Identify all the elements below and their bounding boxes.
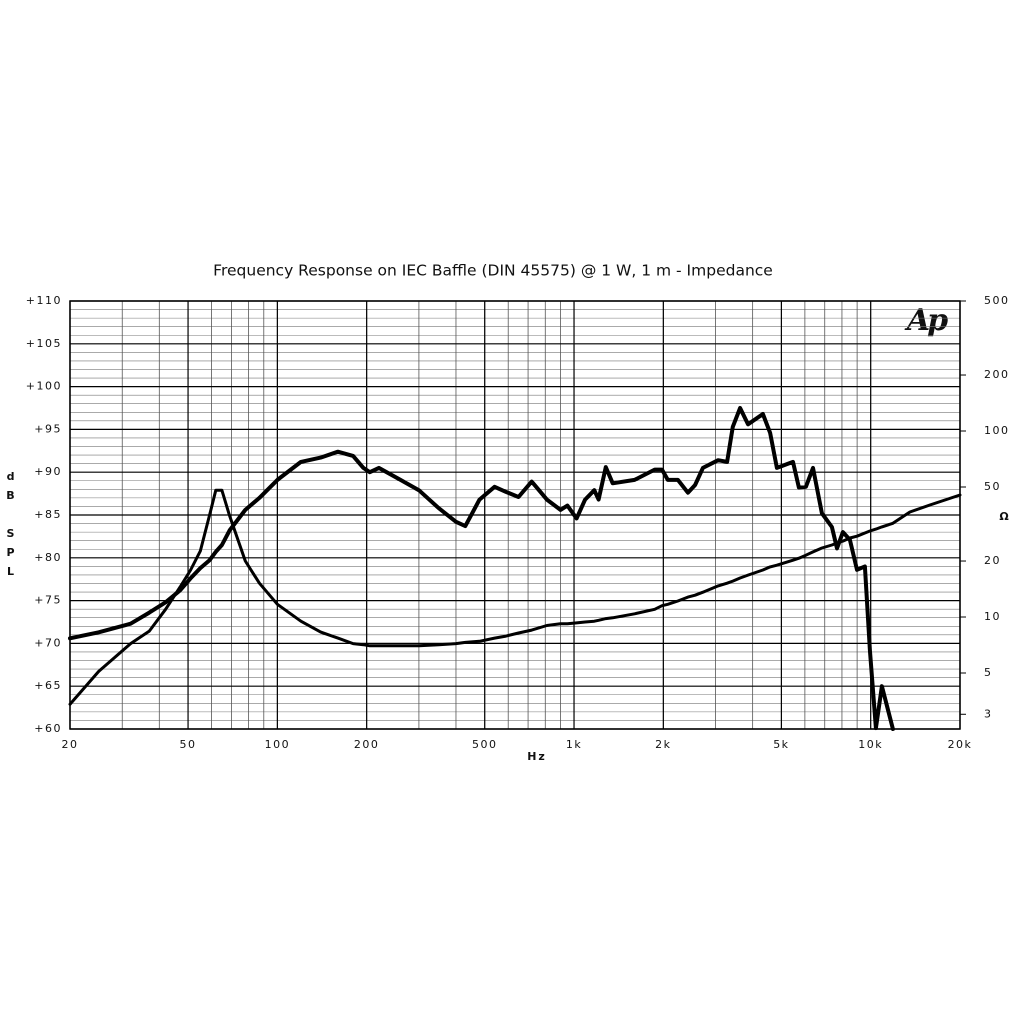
y2-tick-label: 20: [984, 554, 1001, 567]
y-tick-label: +75: [34, 594, 62, 607]
x-tick-label: 50: [180, 738, 197, 751]
y2-tick-label: 50: [984, 480, 1001, 493]
impedance-line: [68, 488, 962, 706]
y-tick-label: +65: [34, 679, 62, 692]
x-tick-label: 10k: [858, 738, 883, 751]
y-tick-label: +100: [26, 380, 62, 393]
y2-tick-label: 5: [984, 666, 993, 679]
y2-tick-label: 3: [984, 707, 993, 720]
y-axis-label: dB SPL: [4, 470, 17, 584]
y-tick-label: +105: [26, 337, 62, 350]
y2-tick-label: 10: [984, 610, 1001, 623]
logo: Ap: [904, 303, 948, 338]
y-tick-label: +95: [34, 422, 62, 435]
y2-tick-label: 200: [984, 368, 1010, 381]
chart-title: Frequency Response on IEC Baffle (DIN 45…: [213, 262, 773, 280]
x-tick-label: 200: [354, 738, 380, 751]
y-tick-label: +85: [34, 508, 62, 521]
x-tick-label: 20k: [948, 738, 973, 751]
y-tick-label: +90: [34, 465, 62, 478]
y-tick-label: +60: [34, 722, 62, 735]
x-tick-label: 2k: [655, 738, 671, 751]
y2-tick-label: 500: [984, 294, 1010, 307]
x-axis-label: Hz: [527, 750, 547, 763]
y-tick-label: +80: [34, 551, 62, 564]
x-tick-label: 500: [472, 738, 498, 751]
plot-frame: [69, 300, 961, 730]
x-tick-label: 5k: [773, 738, 789, 751]
y-tick-label: +70: [34, 636, 62, 649]
y2-axis-label: Ω: [999, 510, 1010, 523]
x-tick-label: 100: [265, 738, 291, 751]
y-tick-label: +110: [26, 294, 62, 307]
x-tick-label: 20: [62, 738, 79, 751]
y2-tick-label: 100: [984, 424, 1010, 437]
grid: [69, 300, 961, 730]
spl-line: [68, 406, 895, 731]
x-tick-label: 1k: [566, 738, 582, 751]
